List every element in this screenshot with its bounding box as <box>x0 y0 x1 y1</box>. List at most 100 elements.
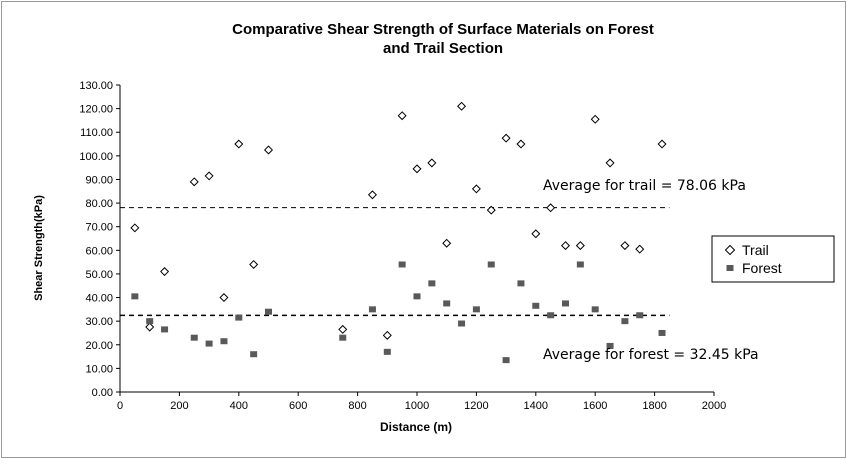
forest-point <box>458 320 466 327</box>
x-tick-label: 0 <box>117 400 123 412</box>
y-tick-label: 70.00 <box>85 222 113 234</box>
x-tick-label: 200 <box>170 400 188 412</box>
trail-point <box>263 145 274 155</box>
trail-point <box>620 241 630 251</box>
trail-point <box>471 184 481 194</box>
x-tick-label: 1000 <box>405 400 429 412</box>
trail-point <box>130 223 140 233</box>
x-tick-label: 600 <box>289 400 307 412</box>
forest-point <box>591 306 599 313</box>
forest-point <box>621 318 629 325</box>
x-tick-label: 400 <box>230 400 248 412</box>
chart-title-line-1: Comparative Shear Strength of Surface Ma… <box>232 21 654 38</box>
legend: Trail Forest <box>711 235 835 283</box>
y-tick-label: 60.00 <box>85 245 113 257</box>
y-tick-label: 30.00 <box>85 316 113 328</box>
forest-point <box>658 329 666 336</box>
trail-point <box>635 244 645 254</box>
forest-point <box>235 314 243 321</box>
chart-title-line-2: and Trail Section <box>383 40 503 57</box>
trail-point <box>546 203 556 213</box>
trail-point <box>204 171 214 181</box>
forest-point <box>487 261 495 268</box>
forest-point <box>636 312 644 319</box>
plot-area <box>119 85 714 393</box>
trail-point <box>501 133 511 143</box>
forest-point <box>413 293 421 300</box>
x-tick-label: 2000 <box>702 400 726 412</box>
y-tick-label: 110.00 <box>80 127 113 139</box>
x-axis-ticks: 0 200 400 600 800 1000 1200 1400 1600 1800 2000 <box>117 392 726 412</box>
forest-point <box>383 348 391 355</box>
y-tick-label: 90.00 <box>85 174 113 186</box>
forest-point <box>220 338 228 345</box>
trail-point <box>486 205 496 215</box>
forest-point <box>576 261 584 268</box>
forest-point <box>146 318 154 325</box>
trail-point <box>457 101 467 111</box>
trail-point <box>189 177 199 187</box>
x-tick-label: 1400 <box>524 400 548 412</box>
trail-point <box>249 259 259 269</box>
y-tick-label: 100.00 <box>79 151 113 163</box>
y-axis-ticks: 0.00 10.00 20.00 30.00 40.00 50.00 60.00 70.00 8… <box>79 80 120 399</box>
y-tick-label: 20.00 <box>85 340 113 352</box>
trail-point <box>145 322 155 332</box>
forest-point <box>131 293 139 300</box>
x-tick-label: 1600 <box>583 400 607 412</box>
trail-point <box>160 267 170 277</box>
trail-point <box>367 190 377 200</box>
trail-point <box>657 139 667 149</box>
forest-point <box>428 280 436 287</box>
trail-point <box>219 293 229 303</box>
legend-forest-marker <box>726 265 734 271</box>
trail-point <box>397 111 407 121</box>
forest-point <box>472 306 480 313</box>
trail-point <box>427 158 437 168</box>
trail-average-label: Average for trail = 78.06 kPa <box>543 178 746 194</box>
x-tick-label: 1200 <box>464 400 488 412</box>
forest-point <box>205 340 213 347</box>
legend-box <box>711 235 835 283</box>
forest-point <box>517 280 525 287</box>
forest-point <box>398 261 406 268</box>
forest-point <box>606 342 614 349</box>
forest-point <box>190 334 198 341</box>
forest-point <box>547 312 555 319</box>
x-axis-title: Distance (m) <box>380 420 452 434</box>
trail-point <box>234 139 244 149</box>
trail-series <box>130 101 667 340</box>
forest-point <box>265 308 272 315</box>
forest-point <box>250 351 258 358</box>
trail-point <box>382 330 392 340</box>
x-tick-label: 800 <box>348 400 366 412</box>
forest-point <box>502 357 510 364</box>
trail-point <box>442 238 452 248</box>
forest-point <box>562 300 569 307</box>
forest-point <box>339 334 347 341</box>
x-tick-label: 1800 <box>642 400 666 412</box>
forest-series <box>131 261 666 364</box>
y-tick-label: 130.00 <box>79 80 113 92</box>
trail-point <box>575 241 585 251</box>
trail-point <box>531 229 541 239</box>
trail-point <box>338 324 348 334</box>
forest-point <box>368 306 376 313</box>
y-tick-label: 50.00 <box>85 269 113 281</box>
forest-point <box>161 326 169 333</box>
y-tick-label: 40.00 <box>85 293 113 305</box>
y-tick-label: 120.00 <box>79 104 113 116</box>
legend-forest-label: Forest <box>742 260 782 276</box>
trail-point <box>560 241 571 251</box>
y-tick-label: 80.00 <box>85 198 113 210</box>
trail-point <box>412 164 422 174</box>
trail-point <box>605 158 615 168</box>
y-tick-label: 0.00 <box>92 387 113 399</box>
forest-point <box>532 302 540 309</box>
forest-average-label: Average for forest = 32.45 kPa <box>543 347 759 363</box>
trail-point <box>516 139 526 149</box>
forest-point <box>443 300 451 307</box>
trail-point <box>590 114 600 124</box>
